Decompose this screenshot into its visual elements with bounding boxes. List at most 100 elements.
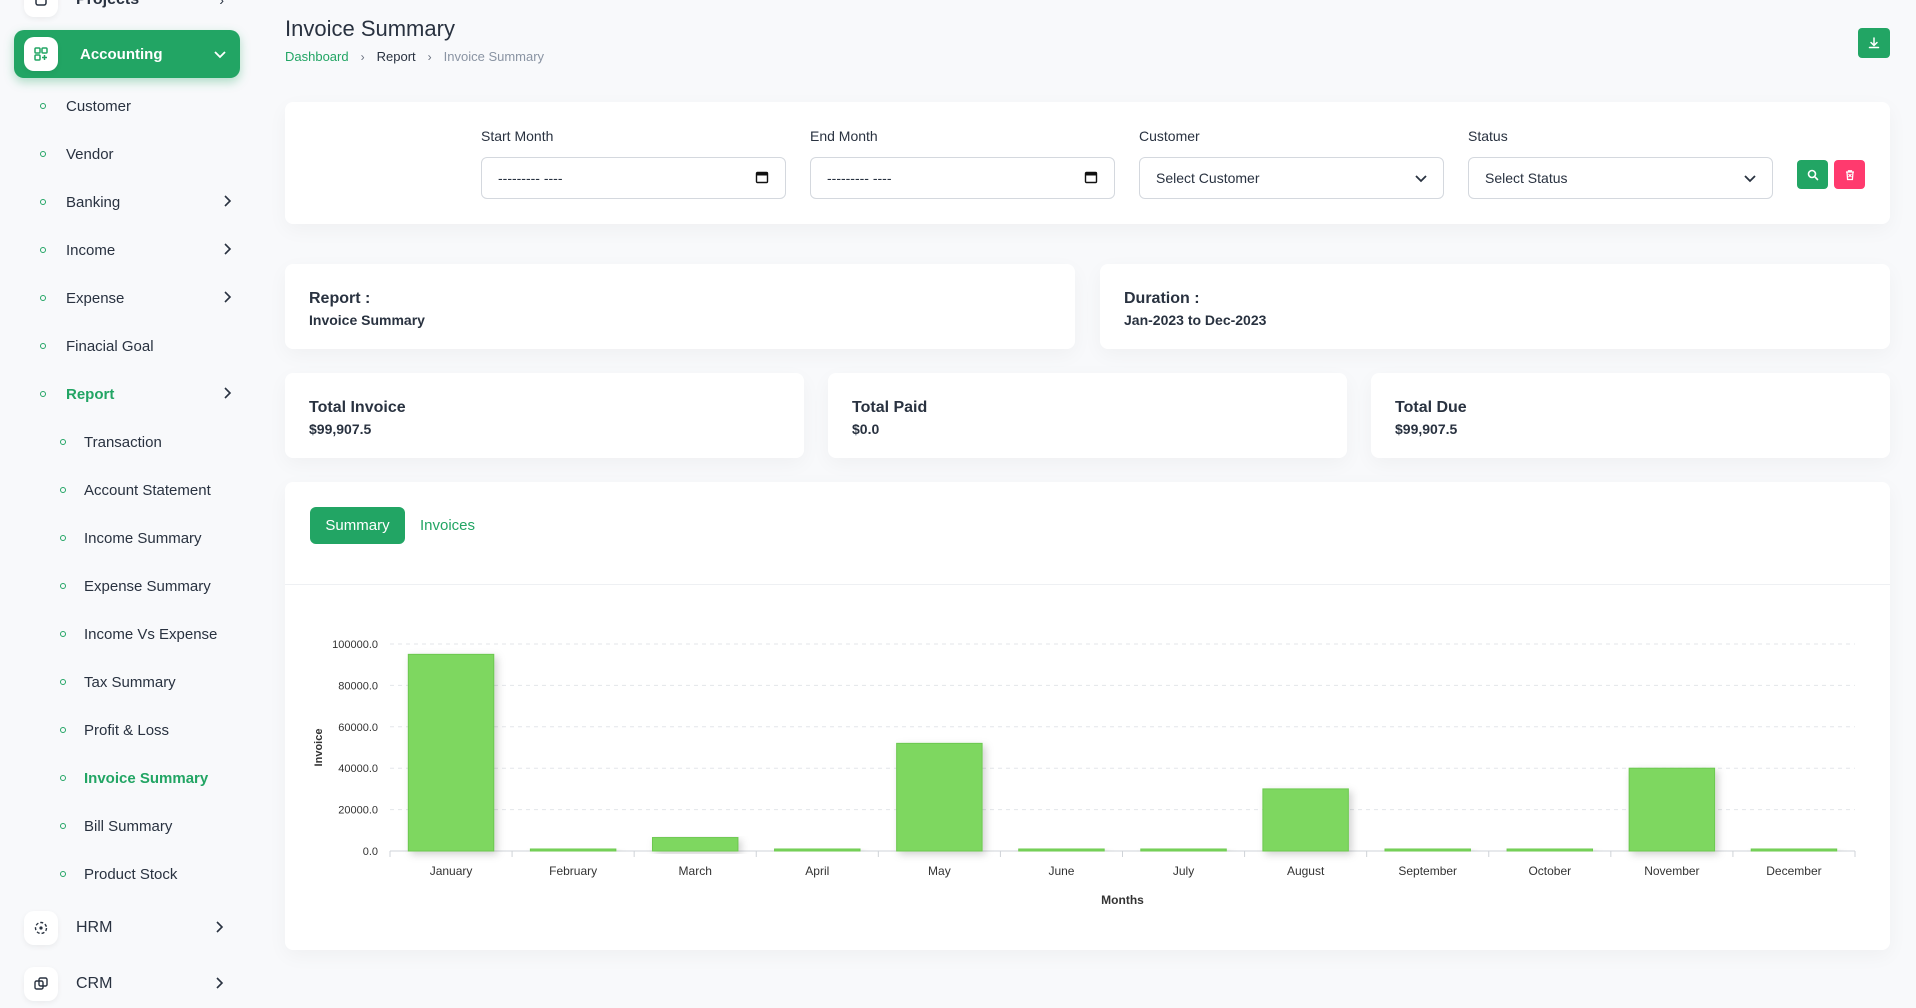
sidebar-item-vendor[interactable]: Vendor — [40, 140, 240, 168]
bar — [1140, 848, 1227, 852]
report-value: Invoice Summary — [309, 312, 425, 328]
status-select-value: Select Status — [1485, 170, 1568, 186]
sidebar-item-report[interactable]: Report — [40, 380, 240, 408]
reset-button[interactable] — [1834, 160, 1865, 189]
total-paid-title: Total Paid — [852, 399, 928, 416]
bar — [1384, 848, 1471, 852]
sidebar-item-label: Tax Summary — [84, 673, 176, 691]
customer-select[interactable]: Select Customer — [1139, 157, 1444, 199]
bar — [774, 848, 861, 852]
bar — [529, 848, 617, 852]
sidebar-item-profit-loss[interactable]: Profit & Loss — [60, 716, 250, 744]
sidebar-item-label: Accounting — [80, 45, 163, 63]
sidebar-item-account-statement[interactable]: Account Statement — [60, 476, 250, 504]
y-tick-label: 20000.0 — [338, 805, 378, 817]
breadcrumb-current: Invoice Summary — [443, 49, 545, 64]
sidebar-item-bill-summary[interactable]: Bill Summary — [60, 812, 250, 840]
chevron-right-icon — [216, 976, 224, 992]
bullet-icon — [40, 391, 46, 397]
bullet-icon — [60, 679, 66, 685]
breadcrumb-dashboard[interactable]: Dashboard — [285, 49, 349, 64]
trash-icon — [1845, 169, 1854, 180]
search-button[interactable] — [1797, 160, 1828, 189]
page-title: Invoice Summary — [285, 16, 455, 41]
chevron-right-icon — [224, 290, 232, 306]
sidebar-item-financial-goal[interactable]: Finacial Goal — [40, 332, 240, 360]
sidebar-item-projects[interactable]: Projects › — [14, 0, 240, 24]
bullet-icon — [60, 631, 66, 637]
sidebar-item-expense[interactable]: Expense — [40, 284, 240, 312]
y-axis-title: Invoice — [313, 729, 325, 767]
sidebar: Projects › Accounting Customer Vendor Ba… — [0, 0, 256, 1001]
calendar-icon[interactable] — [755, 170, 769, 187]
duration-title: Duration : — [1124, 290, 1200, 307]
total-invoice-card: Total Invoice $99,907.5 — [285, 373, 804, 458]
x-tick-label: September — [1398, 864, 1457, 878]
download-button[interactable] — [1858, 28, 1890, 58]
hrm-icon — [24, 911, 58, 945]
sidebar-item-label: Invoice Summary — [84, 769, 209, 787]
bullet-icon — [60, 487, 66, 493]
sidebar-item-expense-summary[interactable]: Expense Summary — [60, 572, 250, 600]
end-month-label: End Month — [810, 128, 878, 144]
total-due-title: Total Due — [1395, 399, 1467, 416]
bullet-icon — [60, 727, 66, 733]
sidebar-item-product-stock[interactable]: Product Stock — [60, 860, 250, 888]
bullet-icon — [60, 535, 66, 541]
total-invoice-title: Total Invoice — [309, 399, 406, 416]
y-tick-label: 40000.0 — [338, 763, 378, 775]
total-paid-card: Total Paid $0.0 — [828, 373, 1347, 458]
sidebar-item-customer[interactable]: Customer — [40, 92, 240, 120]
sidebar-item-label: Customer — [66, 97, 132, 115]
bullet-icon — [40, 151, 46, 157]
end-month-input[interactable]: --------- ---- — [810, 157, 1115, 199]
crm-icon — [24, 967, 58, 1001]
sidebar-item-tax-summary[interactable]: Tax Summary — [60, 668, 250, 696]
chevron-right-icon — [216, 920, 224, 936]
sidebar-item-label: CRM — [76, 975, 113, 992]
chevron-down-icon — [1415, 170, 1427, 186]
sidebar-item-label: Vendor — [66, 145, 114, 163]
sidebar-item-invoice-summary[interactable]: Invoice Summary — [60, 764, 250, 792]
bar — [407, 653, 495, 852]
x-axis-title: Months — [1101, 893, 1144, 907]
breadcrumb: Dashboard › Report › Invoice Summary — [285, 49, 544, 64]
sidebar-item-label: HRM — [76, 919, 113, 936]
bullet-icon — [40, 199, 46, 205]
sidebar-item-label: Report — [66, 385, 115, 403]
sidebar-item-hrm[interactable]: HRM — [14, 904, 240, 952]
sidebar-item-accounting[interactable]: Accounting — [14, 30, 240, 78]
sidebar-item-label: Projects — [76, 0, 139, 9]
sidebar-item-income-summary[interactable]: Income Summary — [60, 524, 250, 552]
report-title: Report : — [309, 290, 371, 307]
status-select[interactable]: Select Status — [1468, 157, 1773, 199]
sidebar-item-crm[interactable]: CRM — [14, 960, 240, 1008]
sidebar-item-banking[interactable]: Banking — [40, 188, 240, 216]
bullet-icon — [40, 103, 46, 109]
bullet-icon — [60, 775, 66, 781]
bar — [1018, 848, 1105, 852]
accounting-icon — [24, 37, 58, 71]
sidebar-item-income[interactable]: Income — [40, 236, 240, 264]
customer-select-value: Select Customer — [1156, 170, 1260, 186]
y-tick-label: 60000.0 — [338, 722, 378, 734]
sidebar-item-transaction[interactable]: Transaction — [60, 428, 250, 456]
total-invoice-value: $99,907.5 — [309, 421, 372, 437]
chevron-right-icon: › — [219, 0, 224, 8]
bar — [1262, 788, 1349, 852]
x-tick-label: March — [679, 864, 712, 878]
sidebar-item-label: Income — [66, 241, 116, 259]
tab-summary[interactable]: Summary — [310, 507, 405, 544]
bar — [896, 742, 983, 852]
chevron-down-icon — [214, 46, 226, 62]
x-tick-label: November — [1644, 864, 1699, 878]
start-month-input[interactable]: --------- ---- — [481, 157, 786, 199]
x-tick-label: December — [1766, 864, 1821, 878]
bullet-icon — [40, 295, 46, 301]
x-tick-label: April — [805, 864, 829, 878]
tab-invoices[interactable]: Invoices — [420, 517, 476, 534]
sidebar-item-income-vs-expense[interactable]: Income Vs Expense — [60, 620, 250, 648]
bar — [1628, 767, 1716, 852]
breadcrumb-report[interactable]: Report — [376, 49, 416, 64]
calendar-icon[interactable] — [1084, 170, 1098, 187]
